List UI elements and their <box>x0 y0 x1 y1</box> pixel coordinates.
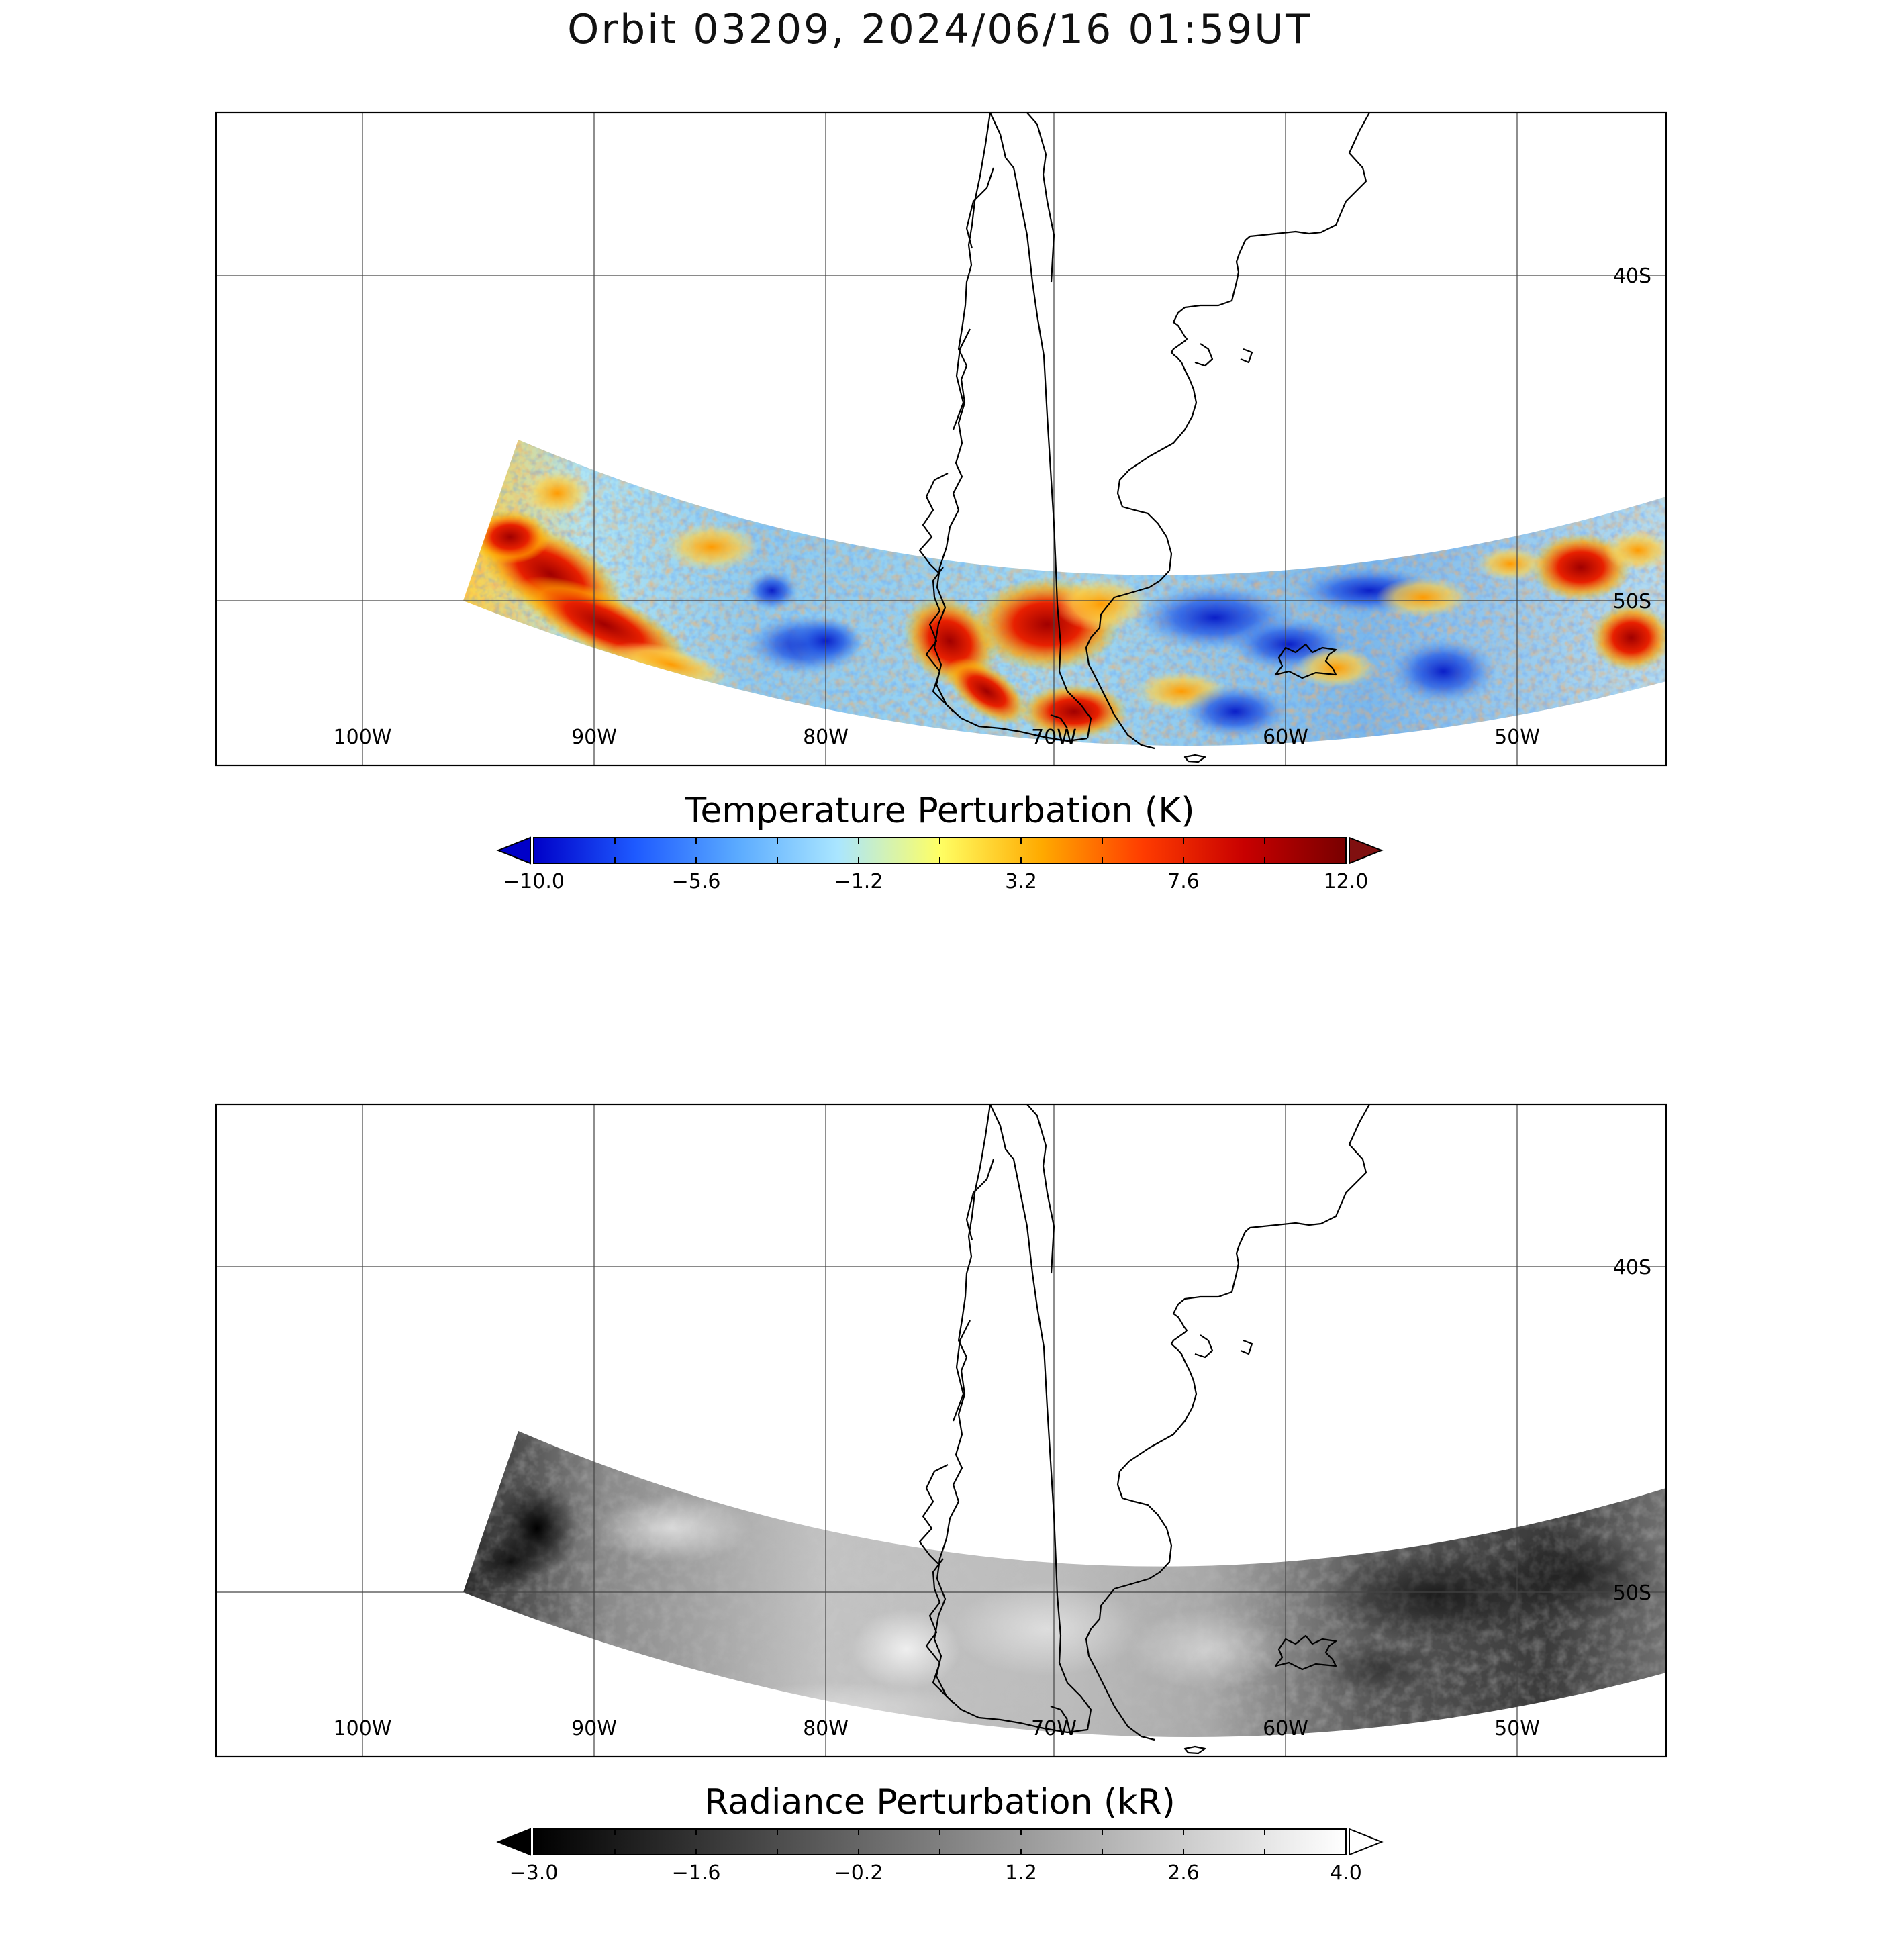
temperature-map-panel: 100W 90W 80W 70W 60W 50W 40S 50S <box>215 111 1668 767</box>
radiance-lon-label-60w: 60W <box>1263 1717 1308 1741</box>
temperature-lon-label-90w: 90W <box>571 726 617 749</box>
radiance-lon-label-50w: 50W <box>1494 1717 1540 1741</box>
radiance-colorbar-tick-label: 1.2 <box>1005 1861 1037 1885</box>
temperature-lon-label-100w: 100W <box>334 726 392 749</box>
temperature-map-frame <box>215 111 1668 767</box>
radiance-colorbar-tick-label: −1.6 <box>672 1861 721 1885</box>
temperature-colorbar-tick-label: −1.2 <box>834 870 883 893</box>
radiance-lon-label-100w: 100W <box>334 1717 392 1741</box>
radiance-lon-label-80w: 80W <box>803 1717 849 1741</box>
radiance-colorbar-tick-label: 4.0 <box>1330 1861 1362 1885</box>
temperature-lon-label-50w: 50W <box>1494 726 1540 749</box>
radiance-colorbar-under-arrow <box>496 1828 531 1856</box>
temperature-colorbar-tick-label: 7.6 <box>1167 870 1200 893</box>
temperature-lon-label-80w: 80W <box>803 726 849 749</box>
radiance-colorbar-label: Radiance Perturbation (kR) <box>704 1782 1175 1822</box>
radiance-map-graticule <box>216 1104 1666 1757</box>
radiance-lat-label-50s: 50S <box>1613 1581 1651 1605</box>
figure-title: Orbit 03209, 2024/06/16 01:59UT <box>567 6 1312 53</box>
radiance-colorbar-over-arrow <box>1349 1828 1384 1856</box>
radiance-colorbar: Radiance Perturbation (kR) −3.0 −1.6 −0.… <box>496 1782 1384 1885</box>
temperature-colorbar-label: Temperature Perturbation (K) <box>684 791 1194 831</box>
temperature-colorbar-tick-label: 3.2 <box>1005 870 1037 893</box>
radiance-lon-label-90w: 90W <box>571 1717 617 1741</box>
temperature-lon-label-70w: 70W <box>1031 726 1077 749</box>
radiance-colorbar-tick-label: −0.2 <box>834 1861 883 1885</box>
temperature-colorbar-tick-label: −10.0 <box>503 870 565 893</box>
temperature-colorbar-tick-label: 12.0 <box>1324 870 1369 893</box>
radiance-map-frame <box>215 1103 1668 1758</box>
temperature-lat-label-40s: 40S <box>1613 264 1651 288</box>
radiance-lon-label-70w: 70W <box>1031 1717 1077 1741</box>
temperature-colorbar-tick-label: −5.6 <box>672 870 721 893</box>
radiance-map-panel: 100W 90W 80W 70W 60W 50W 40S 50S <box>215 1103 1668 1758</box>
radiance-colorbar-tick-label: −3.0 <box>510 1861 559 1885</box>
radiance-colorbar-tick-label: 2.6 <box>1167 1861 1200 1885</box>
temperature-colorbar: Temperature Perturbation (K) −10.0 −5.6 … <box>496 791 1384 893</box>
temperature-colorbar-under-arrow <box>496 836 531 865</box>
temperature-colorbar-over-arrow <box>1349 836 1384 865</box>
temperature-map-graticule <box>216 113 1666 765</box>
temperature-lat-label-50s: 50S <box>1613 590 1651 614</box>
radiance-lat-label-40s: 40S <box>1613 1256 1651 1279</box>
temperature-lon-label-60w: 60W <box>1263 726 1308 749</box>
